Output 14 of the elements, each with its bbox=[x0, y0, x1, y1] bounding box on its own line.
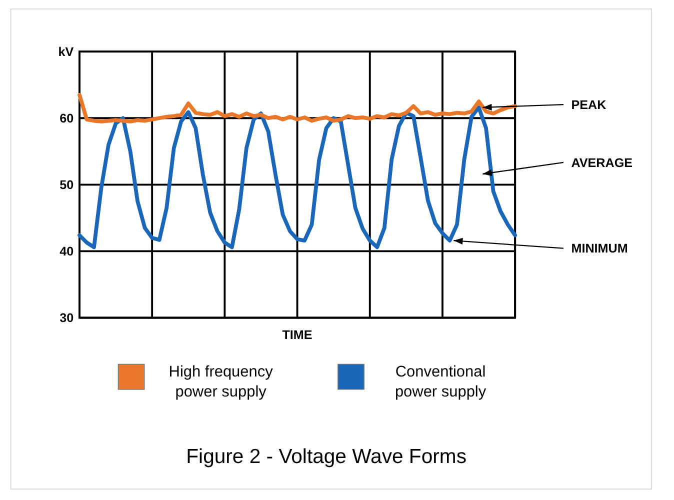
line-series bbox=[78, 106, 518, 250]
legend-label: Conventional power supply bbox=[394, 363, 486, 401]
x-axis-title: TIME bbox=[282, 328, 312, 342]
y-tick-label: 30 bbox=[60, 311, 74, 326]
text: Figure 2 - Voltage Wave Forms bbox=[186, 446, 466, 468]
legend-label: High frequency power supply bbox=[168, 363, 274, 401]
text: MINIMUM bbox=[571, 242, 628, 256]
y-tick-label: 40 bbox=[60, 244, 74, 259]
y-tick-label: kV bbox=[58, 44, 74, 59]
y-tick-label: 50 bbox=[60, 178, 74, 192]
text: PEAK bbox=[571, 98, 606, 112]
text: AVERAGE bbox=[571, 156, 633, 170]
y-tick-label: 60 bbox=[60, 112, 74, 126]
line-series bbox=[78, 92, 518, 124]
